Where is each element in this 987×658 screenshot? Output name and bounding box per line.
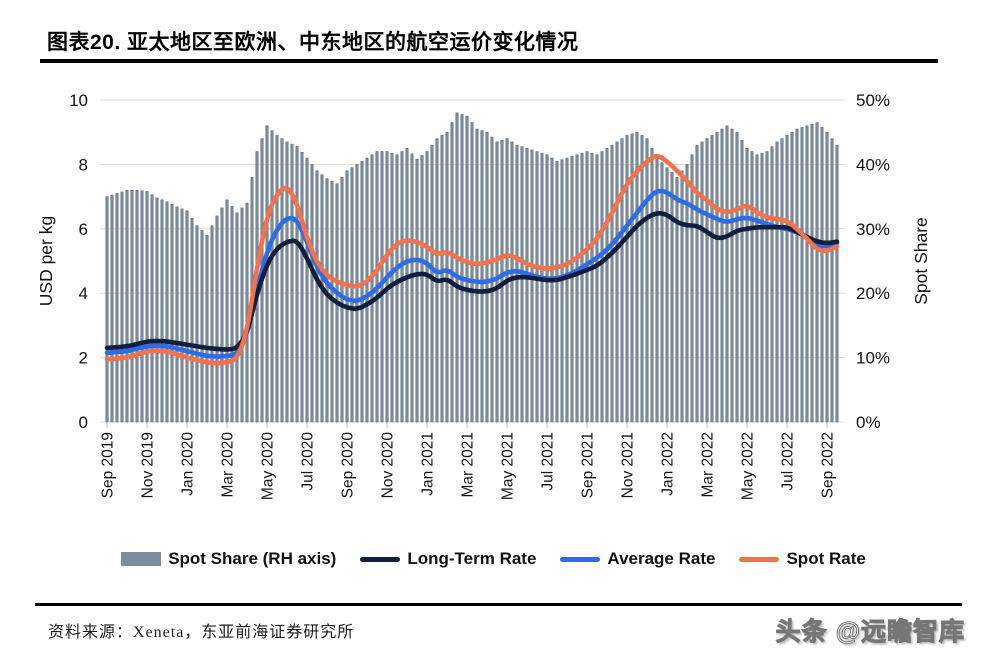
legend-label: Average Rate [607,549,716,568]
svg-text:Mar 2020: Mar 2020 [220,432,237,498]
svg-text:May 2022: May 2022 [740,432,757,500]
svg-text:Jul 2020: Jul 2020 [300,432,317,491]
svg-text:8: 8 [79,155,88,174]
x-axis-ticks [106,422,828,428]
svg-text:40%: 40% [856,155,890,174]
legend-line-swatch [360,556,401,562]
legend-label: Spot Rate [786,549,866,568]
svg-text:10%: 10% [856,349,890,368]
svg-text:Sep 2020: Sep 2020 [340,432,357,499]
chart-legend: Spot Share (RH axis) Long-Term Rate Averag… [0,549,987,569]
svg-text:Jan 2022: Jan 2022 [660,432,677,496]
svg-text:Sep 2022: Sep 2022 [820,432,837,498]
svg-text:Jan 2021: Jan 2021 [420,432,437,496]
svg-text:Jul 2022: Jul 2022 [780,432,797,491]
svg-text:Jan 2020: Jan 2020 [180,432,197,496]
left-axis-title: USD per kg [36,216,56,306]
footer-divider [35,603,962,606]
long-term-rate-line [104,211,840,352]
average-rate-line [104,188,840,359]
svg-text:May 2021: May 2021 [500,432,517,500]
legend-item-spot-share-rh-axis: Spot Share (RH axis) [121,549,336,569]
title-underline [40,59,938,63]
legend-item-average-rate: Average Rate [560,549,715,569]
legend-item-long-term-rate: Long-Term Rate [360,549,536,569]
svg-text:Nov 2019: Nov 2019 [140,432,157,498]
svg-text:20%: 20% [856,284,890,303]
figure-title: 图表20. 亚太地区至欧洲、中东地区的航空运价变化情况 [47,31,579,54]
legend-line-swatch [560,556,601,562]
svg-text:30%: 30% [856,220,890,239]
left-axis: 0 2 4 6 8 10 USD per kg [36,91,88,432]
svg-text:50%: 50% [856,91,890,110]
spot-share-bars [105,112,839,423]
svg-text:Sep 2019: Sep 2019 [100,432,117,498]
svg-text:May 2020: May 2020 [260,432,277,500]
svg-text:Sep 2021: Sep 2021 [580,432,597,498]
legend-line-swatch [739,556,780,562]
legend-label: Spot Share (RH axis) [168,549,337,568]
svg-text:10: 10 [69,91,88,110]
legend-label: Long-Term Rate [407,549,537,568]
svg-text:2: 2 [79,349,88,368]
svg-text:Nov 2021: Nov 2021 [620,432,637,498]
legend-item-spot-rate: Spot Rate [739,549,866,569]
watermark: 头条 @远瞻智库 [775,618,965,647]
x-axis-labels: Sep 2019 Nov 2019 Jan 2020 Mar 2020 May 2020… [100,432,837,500]
spot-rate-line [104,154,840,366]
right-axis: 0% 10% 20% 30% 40% 50% Spot Share [856,91,931,432]
svg-text:Mar 2021: Mar 2021 [460,432,477,497]
svg-text:6: 6 [79,220,88,239]
legend-bar-swatch [121,552,162,566]
source-note: 资料来源：Xeneta，东亚前海证券研究所 [48,624,355,641]
svg-text:Mar 2022: Mar 2022 [700,432,717,497]
svg-text:0: 0 [79,413,88,432]
svg-text:4: 4 [79,284,88,303]
svg-text:0%: 0% [856,413,881,432]
svg-text:Nov 2020: Nov 2020 [380,432,397,499]
svg-text:Jul 2021: Jul 2021 [540,432,557,491]
right-axis-title: Spot Share [911,217,931,305]
